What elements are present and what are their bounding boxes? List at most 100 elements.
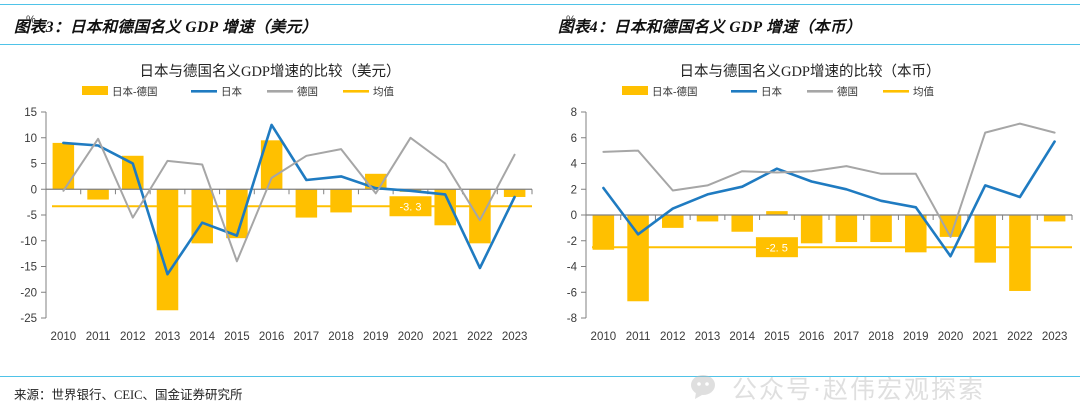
annotation-label: -3. 3: [399, 202, 421, 214]
x-axis: [45, 188, 533, 195]
x-tick-label-2011: 2011: [86, 331, 111, 343]
x-tick-label-2012: 2012: [660, 331, 686, 343]
legend-label-1: 日本: [761, 85, 782, 98]
y-tick-label-7: -6: [567, 287, 577, 299]
bar-2023: [1043, 215, 1066, 222]
bar-2012: [662, 215, 684, 228]
y-tick-label-2: 4: [571, 159, 578, 171]
bar-2011: [87, 189, 109, 200]
y-tick-label-6: -15: [20, 262, 37, 274]
annotation-box: [389, 196, 432, 217]
chart-legend: 日本-德国 日本 德国 均值: [82, 85, 394, 98]
bar-2022: [469, 189, 491, 244]
bar-2016: [260, 140, 283, 190]
legend-label-2: 德国: [297, 85, 318, 98]
y-tick-label-0: 8: [571, 107, 577, 119]
x-axis: [585, 214, 1073, 220]
bar-2010: [52, 142, 75, 190]
y-tick-label-4: -5: [27, 210, 37, 222]
x-tick-label-2021: 2021: [432, 331, 458, 343]
x-tick-label-2011: 2011: [626, 331, 651, 343]
legend-swatch-2: [267, 90, 293, 93]
legend-swatch-0: [622, 86, 648, 95]
y-tick-label-6: -4: [567, 262, 578, 274]
y-tick-label-1: 6: [571, 133, 577, 145]
x-tick-label-2016: 2016: [799, 331, 825, 343]
x-tick-label-2013: 2013: [695, 331, 721, 343]
bar-2023: [503, 189, 526, 197]
x-tick-label-2017: 2017: [294, 331, 320, 343]
bar-2020: [939, 215, 962, 237]
source-note: 来源：世界银行、CEIC、国金证券研究所: [14, 388, 243, 402]
divider-mid: [0, 44, 1080, 45]
bar-2019: [905, 215, 927, 253]
figure-3-header: 图表3：日本和德国名义 GDP 增速（美元）: [14, 10, 318, 42]
legend-label-0: 日本-德国: [652, 85, 698, 98]
x-tick-label-2013: 2013: [155, 331, 181, 343]
chart-title-usd: 日本与德国名义GDP增速的比较（美元）: [139, 64, 401, 80]
bar-2016: [800, 215, 823, 244]
bar-2018: [870, 215, 892, 243]
divider-top: [0, 4, 1080, 5]
x-tick-label-2014: 2014: [729, 331, 755, 343]
legend-label-3: 均值: [373, 85, 394, 98]
line-series-japan: [602, 140, 1056, 258]
y-tick-label-3: 0: [31, 184, 37, 196]
bar-2014: [731, 215, 753, 232]
x-tick-label-2019: 2019: [903, 331, 929, 343]
legend-swatch-0: [82, 86, 108, 95]
x-axis-labels: 2010 2011 2012 2013 2014 2015 2016 2017 2018 2019…: [51, 331, 528, 343]
legend-label-3: 均值: [913, 85, 934, 98]
x-tick-label-2019: 2019: [363, 331, 389, 343]
divider-bottom: [0, 376, 1080, 377]
x-tick-label-2015: 2015: [764, 331, 790, 343]
chart-svg-usd: 日本-德国 日本 德国 均值 15 10 5 0 -5 -10 -15 -20 -25 -3. 3 2010…: [20, 85, 533, 343]
annotation-box: [755, 237, 798, 258]
bar-2017: [295, 189, 318, 218]
legend-label-2: 德国: [837, 85, 858, 98]
figure-3-title: 图表3：日本和德国名义 GDP 增速（美元）: [14, 19, 318, 36]
figure-4-header: 图表4：日本和德国名义 GDP 增速（本币）: [558, 10, 862, 42]
x-tick-label-2016: 2016: [259, 331, 285, 343]
legend-label-0: 日本-德国: [112, 85, 158, 98]
y-axis: 8 6 4 2 0 -2 -4 -6 -8: [567, 107, 587, 325]
bar-2013: [696, 215, 719, 222]
x-tick-label-2018: 2018: [328, 331, 354, 343]
bar-2021: [434, 189, 456, 226]
bar-2011: [627, 215, 649, 302]
line-series-germany: [62, 136, 516, 263]
figure-4-title: 图表4：日本和德国名义 GDP 增速（本币）: [558, 19, 862, 36]
legend-swatch-1: [731, 90, 757, 93]
bar-2022: [1009, 215, 1031, 291]
x-tick-label-2014: 2014: [189, 331, 215, 343]
bar-2010: [592, 215, 615, 250]
x-tick-label-2023: 2023: [502, 331, 528, 343]
x-tick-label-2022: 2022: [467, 331, 493, 343]
mean-annotation-0: -3. 3: [389, 196, 432, 217]
legend-swatch-3: [883, 90, 909, 93]
y-tick-label-5: -2: [567, 236, 577, 248]
annotation-label: -2. 5: [766, 243, 788, 255]
chart-legend: 日本-德国 日本 德国 均值: [622, 85, 934, 98]
bar-series: [592, 211, 1066, 302]
x-tick-label-2012: 2012: [120, 331, 146, 343]
bar-2013: [156, 189, 179, 311]
y-tick-label-4: 0: [571, 210, 577, 222]
x-tick-label-2017: 2017: [834, 331, 860, 343]
legend-swatch-2: [807, 90, 833, 93]
x-tick-label-2018: 2018: [868, 331, 894, 343]
bar-2015: [226, 189, 248, 239]
bar-2021: [974, 215, 996, 263]
x-axis-labels: 2010 2011 2012 2013 2014 2015 2016 2017 2018 2019…: [591, 331, 1068, 343]
chart-panel-usd: 日本与德国名义GDP增速的比较（美元） 日本-德国 日本 德国 均值 15 10 5 0 -5 -…: [0, 50, 540, 372]
x-tick-label-2021: 2021: [972, 331, 998, 343]
y-tick-label-8: -8: [567, 313, 577, 325]
x-tick-label-2015: 2015: [224, 331, 250, 343]
y-tick-label-5: -10: [20, 236, 37, 248]
x-tick-label-2010: 2010: [51, 331, 77, 343]
y-axis-unit-right: %: [566, 14, 576, 26]
chart-title-local: 日本与德国名义GDP增速的比较（本币）: [679, 64, 941, 80]
bar-2018: [330, 189, 352, 213]
chart-panel-local: 日本与德国名义GDP增速的比较（本币） 日本-德国 日本 德国 均值 8 6 4 2 0 -2 -4…: [540, 50, 1080, 372]
